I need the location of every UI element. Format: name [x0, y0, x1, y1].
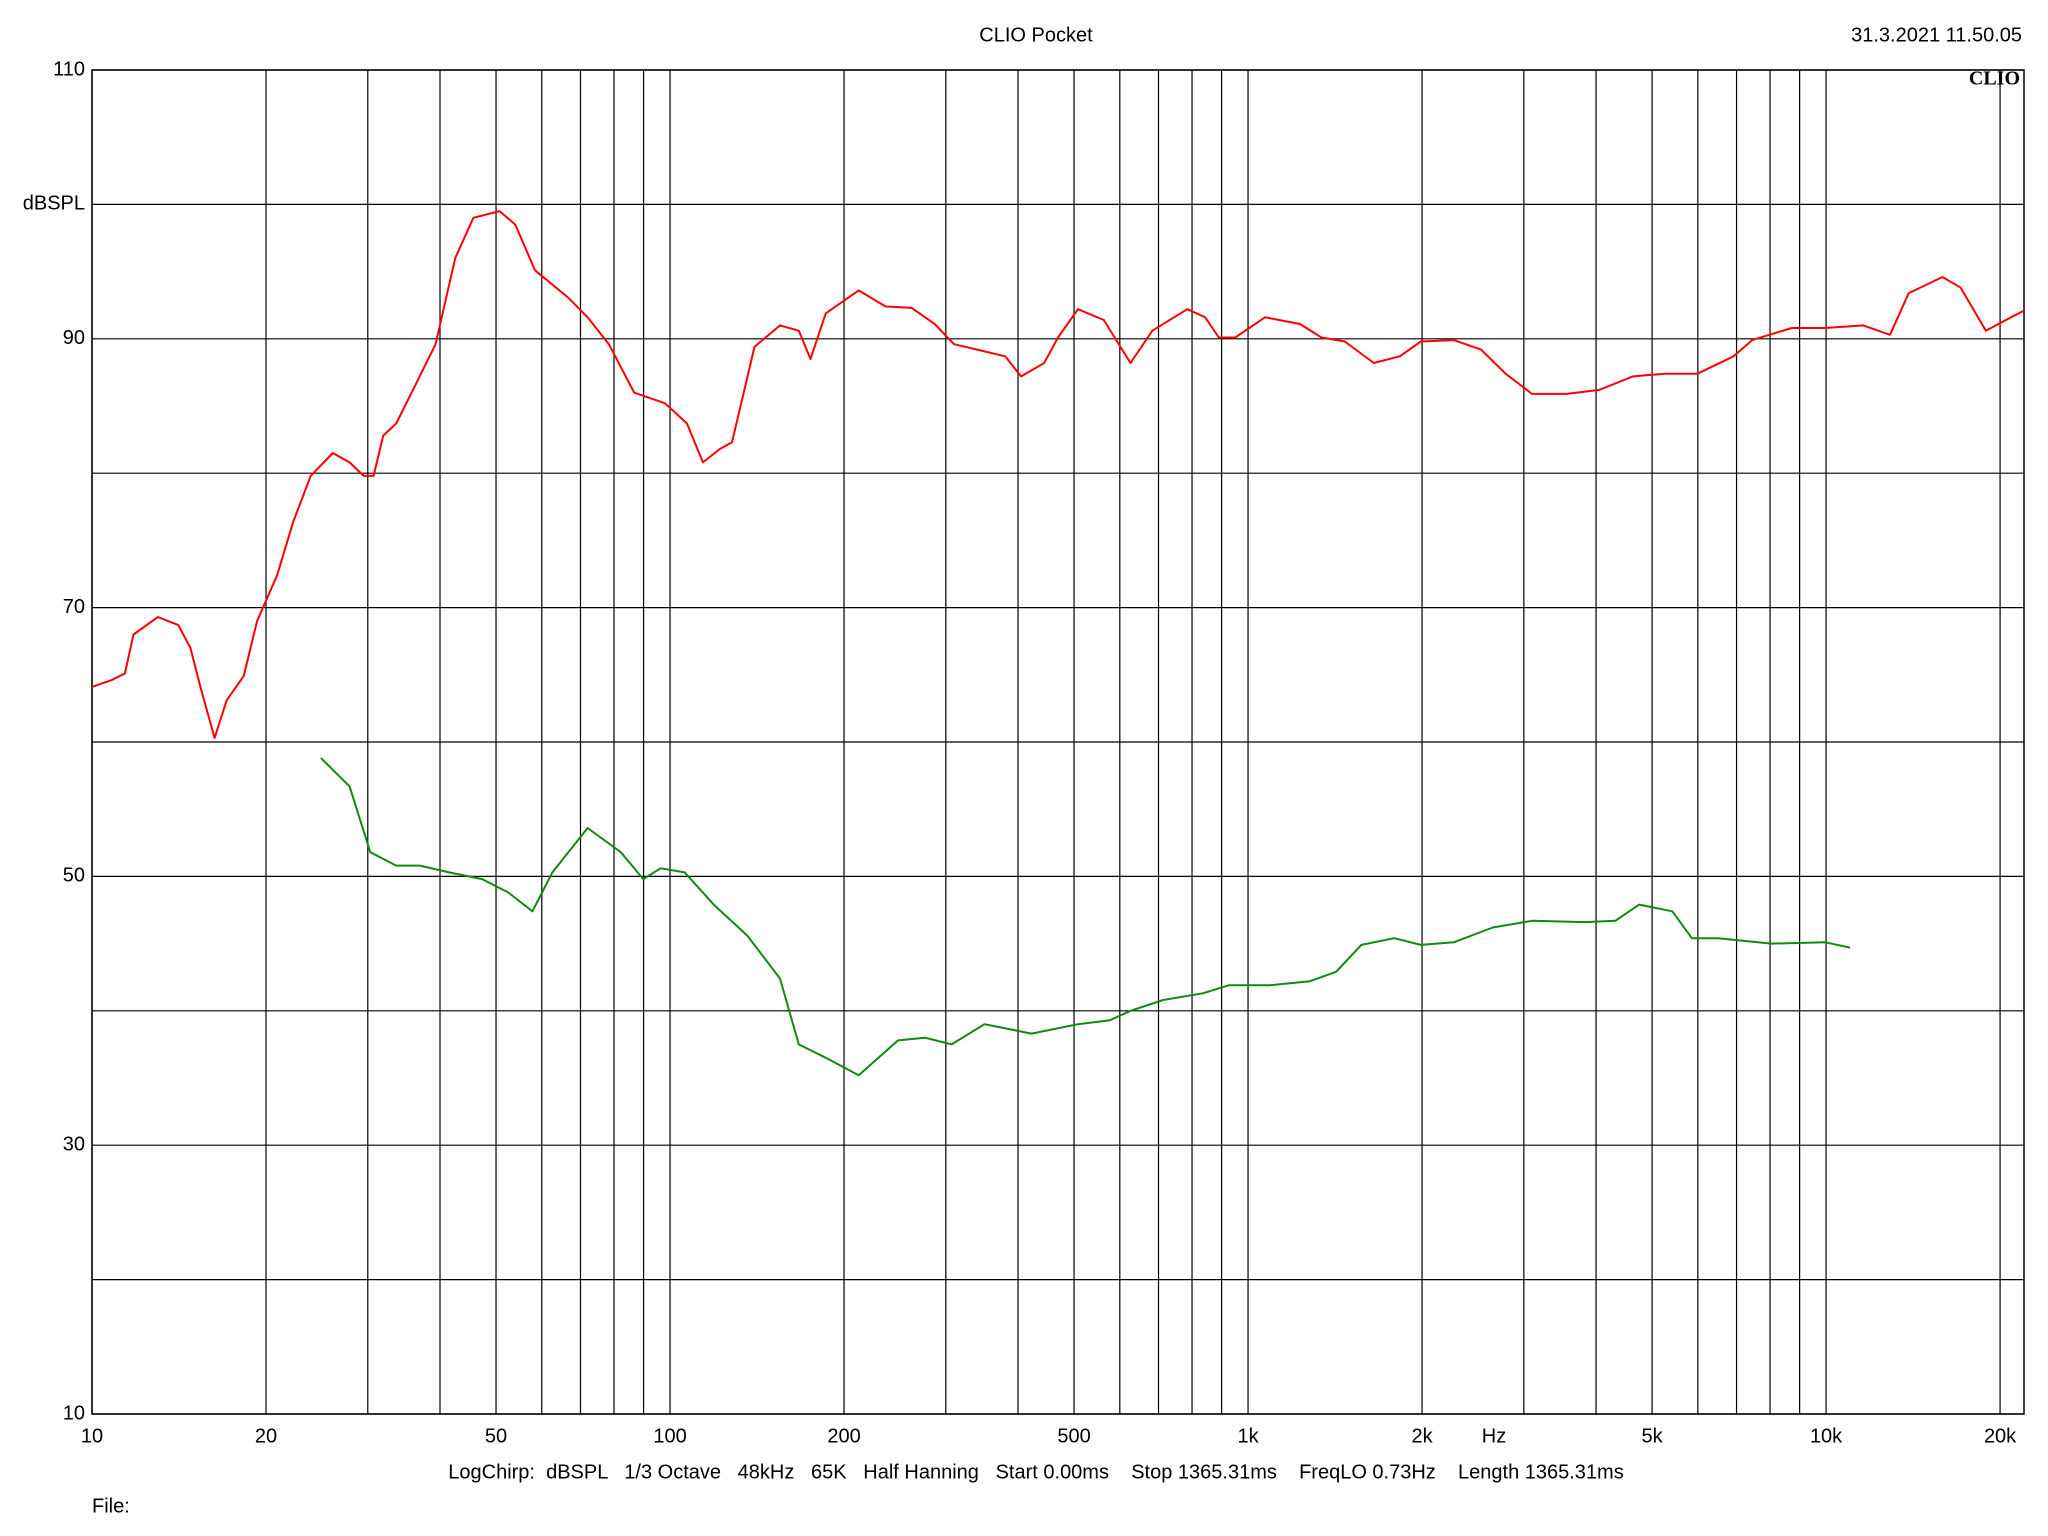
- x-tick-label: 2k: [1411, 1425, 1433, 1447]
- x-tick-label: 500: [1057, 1425, 1090, 1447]
- y-tick-label: 70: [63, 596, 85, 618]
- plot-frame: [91, 69, 2025, 1415]
- x-tick-label: 50: [485, 1425, 507, 1447]
- timestamp: 31.3.2021 11.50.05: [1851, 24, 2022, 46]
- series-line: [91, 210, 2025, 739]
- x-tick-label: 100: [653, 1425, 686, 1447]
- x-tick-label: 20k: [1984, 1425, 2017, 1447]
- chart-title: CLIO Pocket: [979, 24, 1093, 46]
- footer: LogChirp: dBSPL 1/3 Octave 48kHz 65K Hal…: [448, 1461, 1623, 1483]
- x-tick-label: 20: [255, 1425, 277, 1447]
- x-tick-label: 10k: [1810, 1425, 1843, 1447]
- x-tick-label: 5k: [1642, 1425, 1664, 1447]
- x-tick-label: 1k: [1237, 1425, 1259, 1447]
- file-label: File:: [92, 1495, 130, 1517]
- series-line: [320, 757, 1851, 1077]
- x-tick-label: 200: [827, 1425, 860, 1447]
- logo: CLIO: [1969, 68, 2020, 90]
- y-tick-label: 90: [63, 327, 85, 349]
- x-axis-label: Hz: [1482, 1425, 1506, 1447]
- y-tick-label: 110: [53, 58, 85, 80]
- y-tick-label: 50: [63, 865, 85, 887]
- y-tick-label: dBSPL: [23, 193, 85, 215]
- y-tick-label: 10: [63, 1402, 85, 1424]
- x-tick-label: 10: [81, 1425, 103, 1447]
- y-tick-label: 30: [63, 1133, 85, 1155]
